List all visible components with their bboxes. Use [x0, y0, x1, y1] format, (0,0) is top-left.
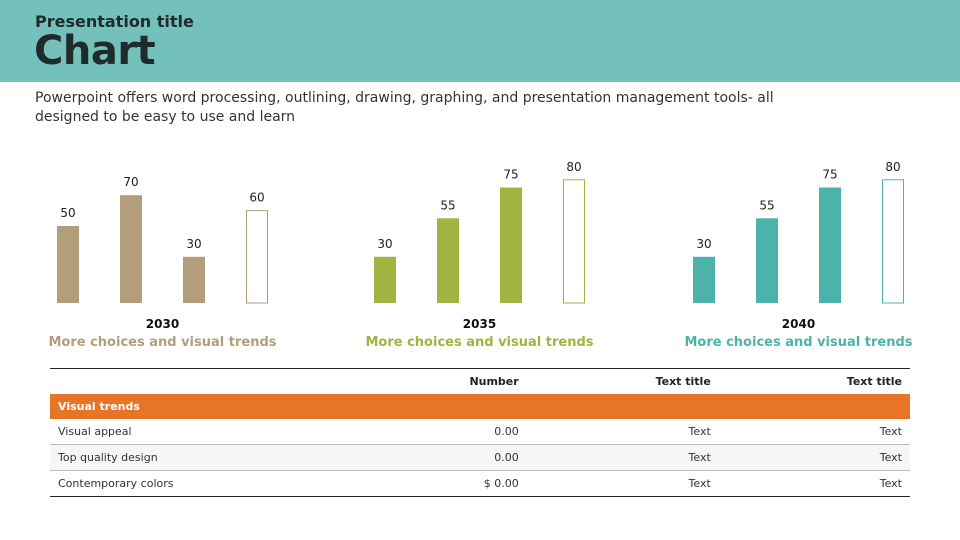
data-label: 55 — [440, 198, 455, 212]
column-header — [50, 368, 348, 394]
bar — [819, 187, 841, 303]
bar — [57, 226, 79, 303]
table-row: Top quality design 0.00 Text Text — [50, 444, 910, 471]
table-header-row: Number Text title Text title — [50, 368, 910, 394]
column-header-text-title: Text title — [718, 368, 910, 394]
description-text: Powerpoint offers word processing, outli… — [35, 90, 774, 125]
bar — [563, 179, 585, 304]
table-cell: Text — [718, 419, 910, 445]
table-cell: Contemporary colors — [50, 470, 348, 497]
table-cell: Text — [718, 470, 910, 497]
header-band — [0, 0, 960, 82]
group-row: Visual trends — [50, 394, 910, 419]
table-cell: Text — [526, 444, 719, 471]
bar — [374, 256, 396, 303]
table-cell: Top quality design — [50, 444, 348, 471]
table-row: Visual appeal 0.00 Text Text — [50, 419, 910, 445]
data-label: 75 — [503, 168, 518, 182]
bar — [437, 218, 459, 303]
data-label: 30 — [186, 237, 201, 251]
bar — [756, 218, 778, 303]
data-label: 50 — [60, 206, 75, 220]
bar — [183, 256, 205, 303]
data-label: 80 — [566, 160, 581, 174]
table-row: Contemporary colors $ 0.00 Text Text — [50, 470, 910, 497]
bar — [693, 256, 715, 303]
chart-subtitle: More choices and visual trends — [684, 335, 912, 350]
data-label: 30 — [696, 237, 711, 251]
group-label: Visual trends — [50, 394, 910, 419]
data-label: 75 — [822, 168, 837, 182]
data-label: 70 — [123, 175, 138, 189]
table-cell: Text — [718, 444, 910, 471]
column-header-text-title: Text title — [526, 368, 719, 394]
chart-subtitle: More choices and visual trends — [365, 335, 593, 350]
table-cell: 0.00 — [347, 444, 527, 471]
data-label: 80 — [885, 160, 900, 174]
data-label: 30 — [377, 237, 392, 251]
chart-year-label: 2040 — [782, 317, 815, 331]
table-cell: $ 0.00 — [347, 470, 527, 497]
data-label: 60 — [249, 191, 264, 205]
charts-area: 50 70 30 60 2030 More choices and visual tren… — [48, 160, 912, 350]
column-header-number: Number — [347, 368, 527, 394]
chart-year-label: 2030 — [146, 317, 179, 331]
chart-subtitle: More choices and visual trends — [48, 335, 276, 350]
table-cell: Text — [526, 470, 719, 497]
table-cell: 0.00 — [347, 419, 527, 445]
chart-year-label: 2035 — [463, 317, 496, 331]
table-cell: Text — [526, 419, 719, 445]
table-cell: Visual appeal — [50, 419, 348, 445]
bar — [500, 187, 522, 303]
presentation-title: Presentation title — [35, 12, 194, 31]
page-title: Chart — [34, 28, 156, 74]
data-label: 55 — [759, 198, 774, 212]
bar — [882, 179, 904, 304]
bar — [120, 195, 142, 303]
bar — [246, 210, 268, 304]
data-table: Number Text title Text title Visual tren… — [50, 368, 910, 497]
